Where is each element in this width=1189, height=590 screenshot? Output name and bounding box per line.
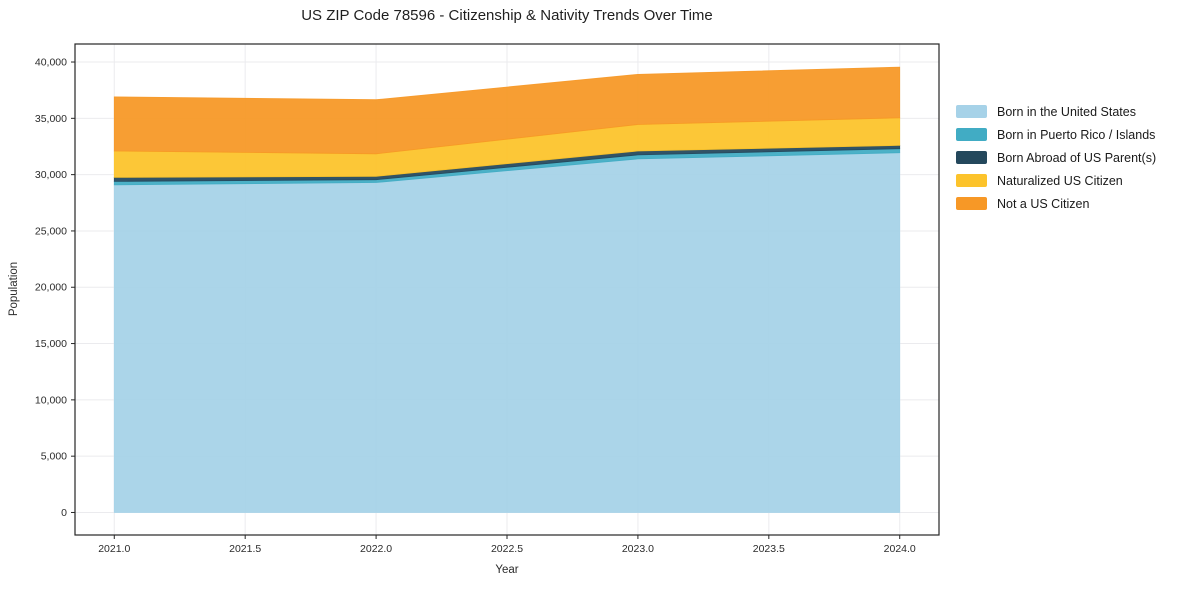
legend-swatch-icon	[956, 128, 987, 141]
legend-item: Naturalized US Citizen	[956, 169, 1156, 192]
y-tick-label: 15,000	[35, 338, 67, 350]
legend-item: Born Abroad of US Parent(s)	[956, 146, 1156, 169]
y-tick-label: 30,000	[35, 169, 67, 181]
legend-item: Born in the United States	[956, 100, 1156, 123]
y-tick-label: 5,000	[41, 451, 67, 463]
legend-label: Naturalized US Citizen	[997, 173, 1123, 188]
legend-label: Born in the United States	[997, 104, 1136, 119]
x-tick-label: 2023.5	[753, 543, 785, 555]
x-tick-label: 2021.5	[229, 543, 261, 555]
legend-swatch-icon	[956, 174, 987, 187]
chart-title: US ZIP Code 78596 - Citizenship & Nativi…	[301, 7, 713, 24]
x-axis-label: Year	[495, 564, 519, 576]
legend-item: Born in Puerto Rico / Islands	[956, 123, 1156, 146]
legend: Born in the United States Born in Puerto …	[956, 100, 1156, 215]
x-tick-label: 2023.0	[622, 543, 654, 555]
legend-swatch-icon	[956, 105, 987, 118]
y-tick-label: 35,000	[35, 113, 67, 125]
legend-swatch-icon	[956, 197, 987, 210]
y-tick-label: 40,000	[35, 57, 67, 69]
y-tick-label: 25,000	[35, 225, 67, 237]
y-axis-label: Population	[8, 261, 20, 317]
x-tick-label: 2022.5	[491, 543, 523, 555]
area-series	[113, 66, 901, 155]
legend-item: Not a US Citizen	[956, 192, 1156, 215]
legend-label: Born in Puerto Rico / Islands	[997, 127, 1156, 142]
y-tick-label: 0	[61, 507, 67, 519]
legend-swatch-icon	[956, 151, 987, 164]
x-tick-label: 2022.0	[360, 543, 392, 555]
legend-label: Born Abroad of US Parent(s)	[997, 150, 1157, 165]
legend-label: Not a US Citizen	[997, 196, 1090, 211]
x-tick-label: 2021.0	[98, 543, 130, 555]
y-tick-label: 20,000	[35, 282, 67, 294]
y-tick-label: 10,000	[35, 394, 67, 406]
x-tick-label: 2024.0	[884, 543, 916, 555]
area-series	[113, 152, 901, 513]
